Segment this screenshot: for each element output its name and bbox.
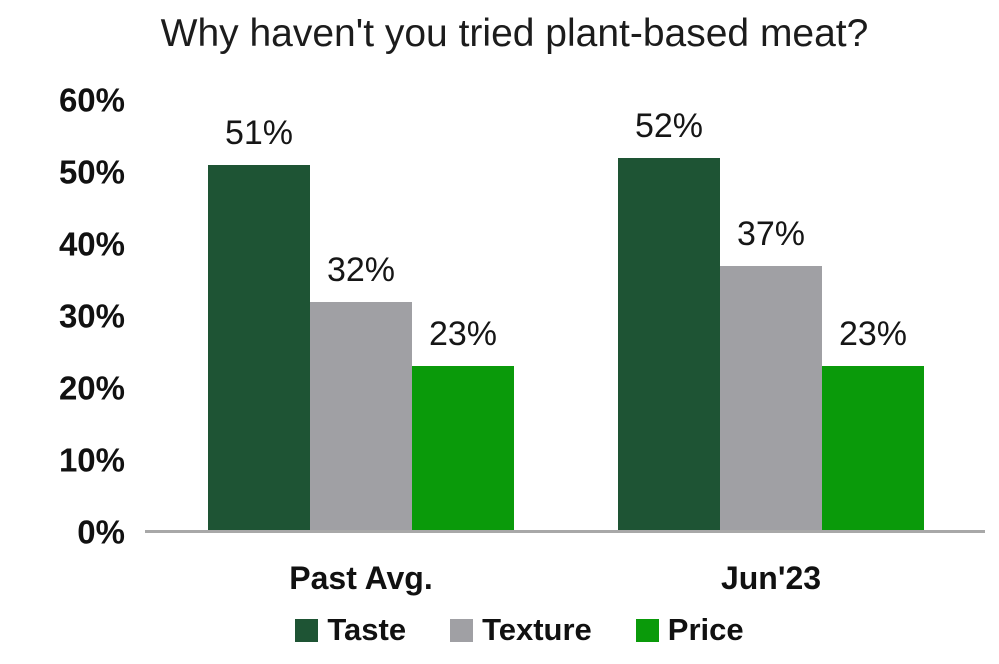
x-axis-labels: Past Avg. Jun'23 xyxy=(0,560,999,600)
bar-wrap: 32% xyxy=(310,251,412,532)
bar-value-label: 23% xyxy=(838,315,908,353)
legend-swatch-icon xyxy=(450,618,474,642)
y-tick-label: 40% xyxy=(58,225,125,263)
plot-area: 51% 32% 23% 52% 37% 23% xyxy=(145,100,985,532)
bar-group-past-avg-: 51% 32% 23% xyxy=(208,114,514,532)
y-tick-label: 30% xyxy=(58,297,125,335)
bar-texture xyxy=(310,302,412,532)
x-category-label: Jun'23 xyxy=(720,560,822,596)
legend-label: Taste xyxy=(327,612,407,647)
bar-value-label: 51% xyxy=(224,114,294,152)
bar-taste xyxy=(618,158,720,532)
x-category-label: Past Avg. xyxy=(289,560,433,596)
legend-label: Price xyxy=(667,612,744,647)
legend-item-texture: Texture xyxy=(450,612,592,648)
bar-price xyxy=(822,366,924,532)
bar-wrap: 51% xyxy=(208,114,310,532)
bar-value-label: 52% xyxy=(634,107,704,145)
bar-value-label: 32% xyxy=(326,251,396,289)
bar-wrap: 52% xyxy=(618,107,720,532)
legend-swatch-icon xyxy=(295,618,319,642)
legend-item-taste: Taste xyxy=(295,612,406,648)
y-tick-label: 50% xyxy=(58,153,125,191)
bar-wrap: 37% xyxy=(720,215,822,532)
x-axis-line xyxy=(145,530,985,533)
bar-price xyxy=(412,366,514,532)
legend-swatch-icon xyxy=(635,618,659,642)
y-tick-label: 60% xyxy=(58,81,125,119)
bar-value-label: 37% xyxy=(736,215,806,253)
bar-value-label: 23% xyxy=(428,315,498,353)
y-tick-label: 20% xyxy=(58,369,125,407)
legend-label: Texture xyxy=(482,612,592,647)
legend: Taste Texture Price xyxy=(20,612,999,648)
y-tick-label: 0% xyxy=(77,513,125,551)
bar-wrap: 23% xyxy=(822,315,924,532)
y-tick-label: 10% xyxy=(58,441,125,479)
chart-title: Why haven't you tried plant-based meat? xyxy=(160,12,869,55)
bar-group-jun-23: 52% 37% 23% xyxy=(618,107,924,532)
bar-texture xyxy=(720,266,822,532)
bar-taste xyxy=(208,165,310,532)
y-axis: 0% 10% 20% 30% 40% 50% 60% xyxy=(0,0,125,664)
legend-item-price: Price xyxy=(635,612,744,648)
bar-wrap: 23% xyxy=(412,315,514,532)
